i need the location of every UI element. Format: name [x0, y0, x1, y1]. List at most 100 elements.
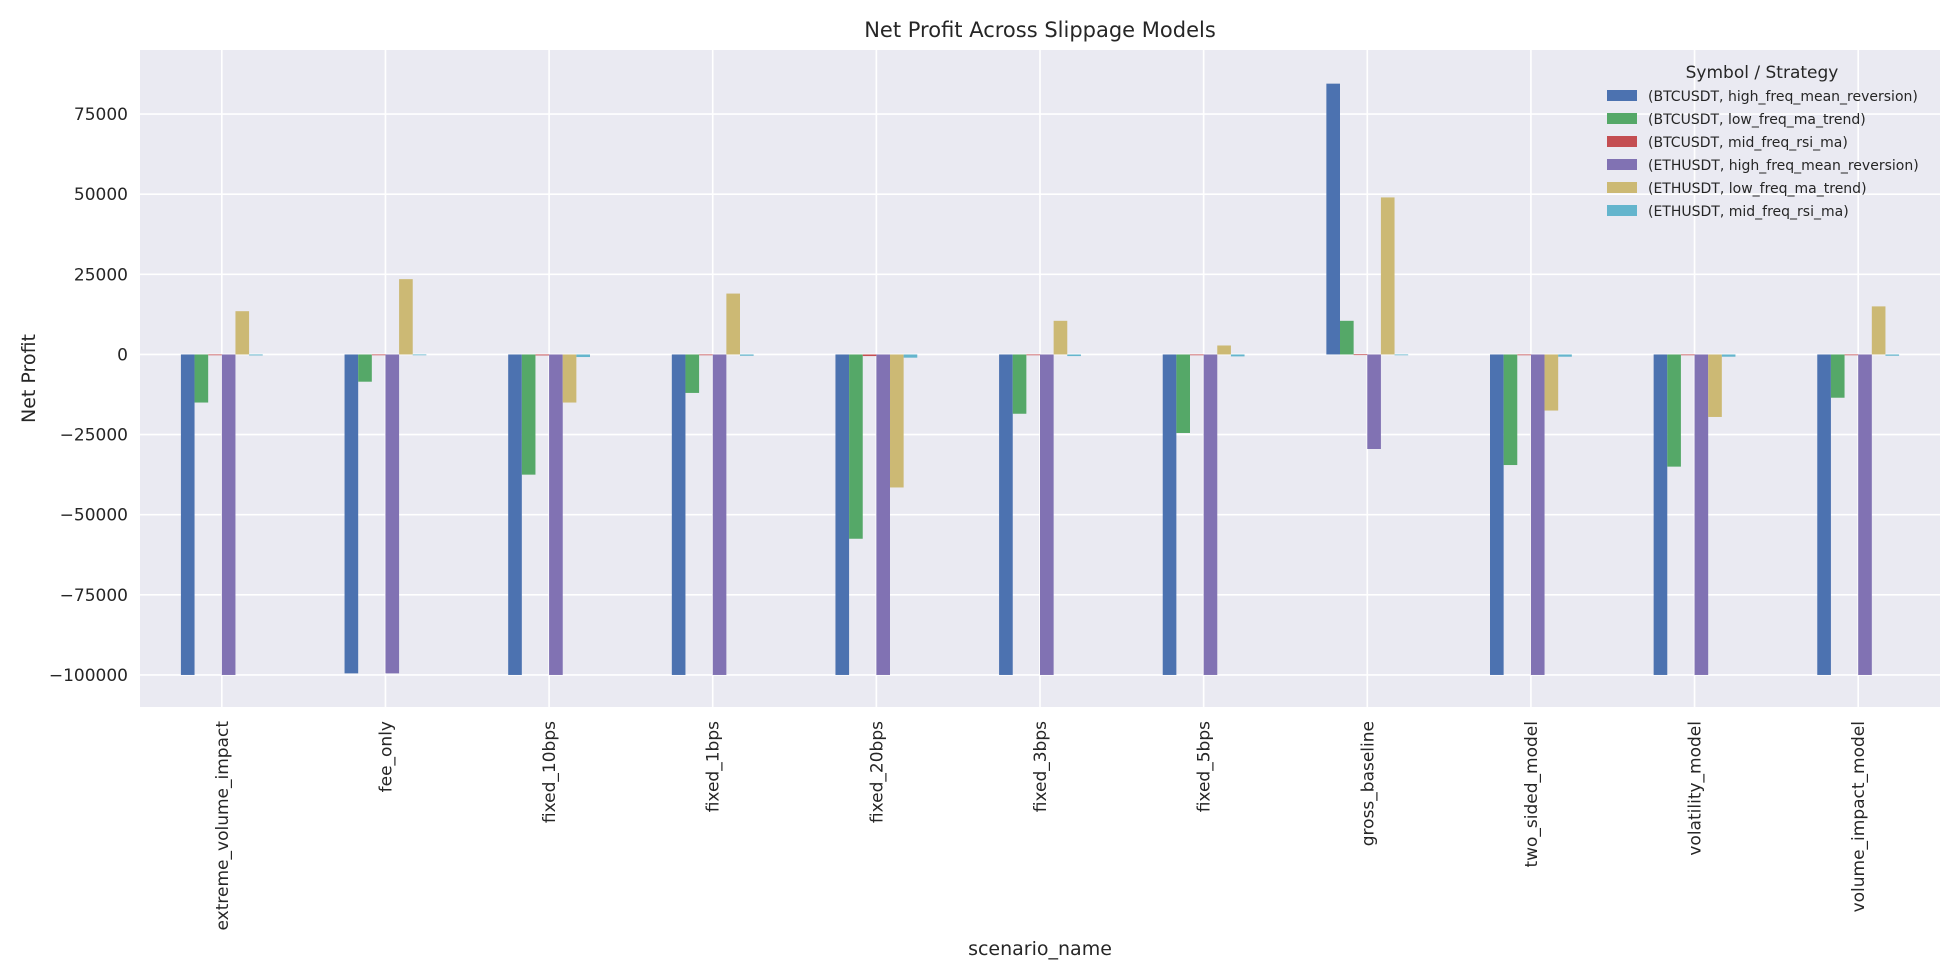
- bar: [835, 354, 850, 675]
- bar: [221, 354, 236, 675]
- x-tick-label: fixed_5bps: [1195, 721, 1215, 812]
- legend-swatch: [1607, 136, 1637, 147]
- legend-label: (ETHUSDT, mid_freq_rsi_ma): [1648, 204, 1849, 220]
- x-tick-label: volatility_model: [1686, 721, 1706, 856]
- bar: [180, 354, 195, 675]
- bar: [1380, 197, 1395, 355]
- bar: [1871, 306, 1886, 355]
- bar: [344, 354, 359, 674]
- legend-label: (ETHUSDT, low_freq_ma_trend): [1648, 181, 1867, 197]
- bar: [1040, 354, 1054, 675]
- y-axis-title: Net Profit: [18, 334, 40, 423]
- bar: [999, 354, 1013, 675]
- bar: [576, 354, 590, 358]
- legend-swatch: [1607, 205, 1637, 216]
- x-tick-label: extreme_volume_impact: [213, 721, 233, 931]
- x-tick-label: fee_only: [376, 721, 396, 792]
- bar: [235, 311, 250, 355]
- bar: [1694, 354, 1709, 675]
- bar: [1490, 354, 1504, 675]
- bar: [1162, 354, 1177, 675]
- bar: [521, 354, 536, 475]
- bar: [671, 354, 686, 675]
- y-tick-label: 50000: [74, 185, 128, 205]
- chart-title: Net Profit Across Slippage Models: [864, 18, 1216, 42]
- bar: [740, 354, 754, 356]
- bar: [1217, 345, 1231, 355]
- bar: [358, 354, 372, 382]
- legend-label: (BTCUSDT, high_freq_mean_reversion): [1648, 89, 1918, 105]
- bar: [1053, 320, 1068, 355]
- x-axis-title: scenario_name: [968, 938, 1112, 960]
- bar: [876, 354, 890, 675]
- bar: [1176, 354, 1190, 433]
- bar: [1830, 354, 1845, 398]
- bar: [1530, 354, 1545, 675]
- bar: [371, 354, 386, 356]
- y-tick-labels: 75000 50000 25000 0 −25000 −50000 −75000 −10000…: [49, 105, 128, 686]
- y-tick-label: −100000: [49, 666, 128, 686]
- y-tick-label: 0: [117, 345, 128, 365]
- x-tick-labels: extreme_volume_impact fee_only fixed_10bps…: [213, 721, 1869, 931]
- bar: [1653, 354, 1668, 675]
- bar: [903, 354, 918, 358]
- bar: [1708, 354, 1722, 417]
- x-tick-label: volume_impact_model: [1849, 721, 1869, 912]
- x-tick-label: fixed_10bps: [540, 721, 560, 823]
- bar: [208, 354, 222, 356]
- y-tick-label: −25000: [60, 426, 128, 446]
- bar: [862, 354, 877, 357]
- bar: [1680, 354, 1695, 356]
- bar: [562, 354, 577, 403]
- bar: [1012, 354, 1027, 414]
- legend: Symbol / Strategy (BTCUSDT, high_freq_me…: [1607, 63, 1919, 220]
- bar: [1067, 354, 1081, 357]
- bar: [1026, 354, 1040, 356]
- y-tick-label: −50000: [60, 506, 128, 526]
- bar: [249, 354, 263, 356]
- bar: [399, 279, 413, 355]
- bar: [412, 354, 427, 356]
- legend-swatch: [1607, 182, 1637, 193]
- bar: [699, 354, 713, 356]
- legend-swatch: [1607, 90, 1637, 101]
- bar: [385, 354, 400, 674]
- bars: [180, 83, 1900, 675]
- x-tick-label: two_sided_model: [1522, 721, 1542, 868]
- bar: [1367, 354, 1381, 450]
- bar: [1353, 354, 1368, 356]
- bar: [1326, 83, 1340, 355]
- bar: [1190, 354, 1204, 356]
- bar: [508, 354, 522, 675]
- bar: [890, 354, 904, 488]
- x-tick-label: fixed_1bps: [704, 721, 724, 812]
- legend-label: (BTCUSDT, low_freq_ma_trend): [1648, 112, 1866, 128]
- bar: [1858, 354, 1872, 675]
- bar: [1340, 320, 1354, 355]
- bar: [1230, 354, 1245, 357]
- bar: [1503, 354, 1518, 466]
- bar: [1558, 354, 1572, 357]
- legend-label: (BTCUSDT, mid_freq_rsi_ma): [1648, 135, 1848, 151]
- y-tick-label: 25000: [74, 265, 128, 285]
- bar: [1203, 354, 1218, 675]
- legend-title: Symbol / Strategy: [1686, 63, 1839, 83]
- legend-swatch: [1607, 113, 1637, 124]
- bar: [726, 293, 740, 355]
- x-tick-label: fixed_20bps: [867, 721, 887, 823]
- bar: [712, 354, 727, 675]
- bar: [1667, 354, 1681, 467]
- bar: [849, 354, 863, 539]
- bar: [535, 354, 550, 356]
- legend-label: (ETHUSDT, high_freq_mean_reversion): [1648, 158, 1919, 174]
- x-tick-label: fixed_3bps: [1031, 721, 1051, 812]
- y-tick-label: 75000: [74, 105, 128, 125]
- bar: [1517, 354, 1531, 356]
- bar: [1844, 354, 1859, 356]
- bar: [194, 354, 209, 403]
- bar: [685, 354, 700, 393]
- x-tick-label: gross_baseline: [1358, 721, 1378, 846]
- bar: [1817, 354, 1831, 675]
